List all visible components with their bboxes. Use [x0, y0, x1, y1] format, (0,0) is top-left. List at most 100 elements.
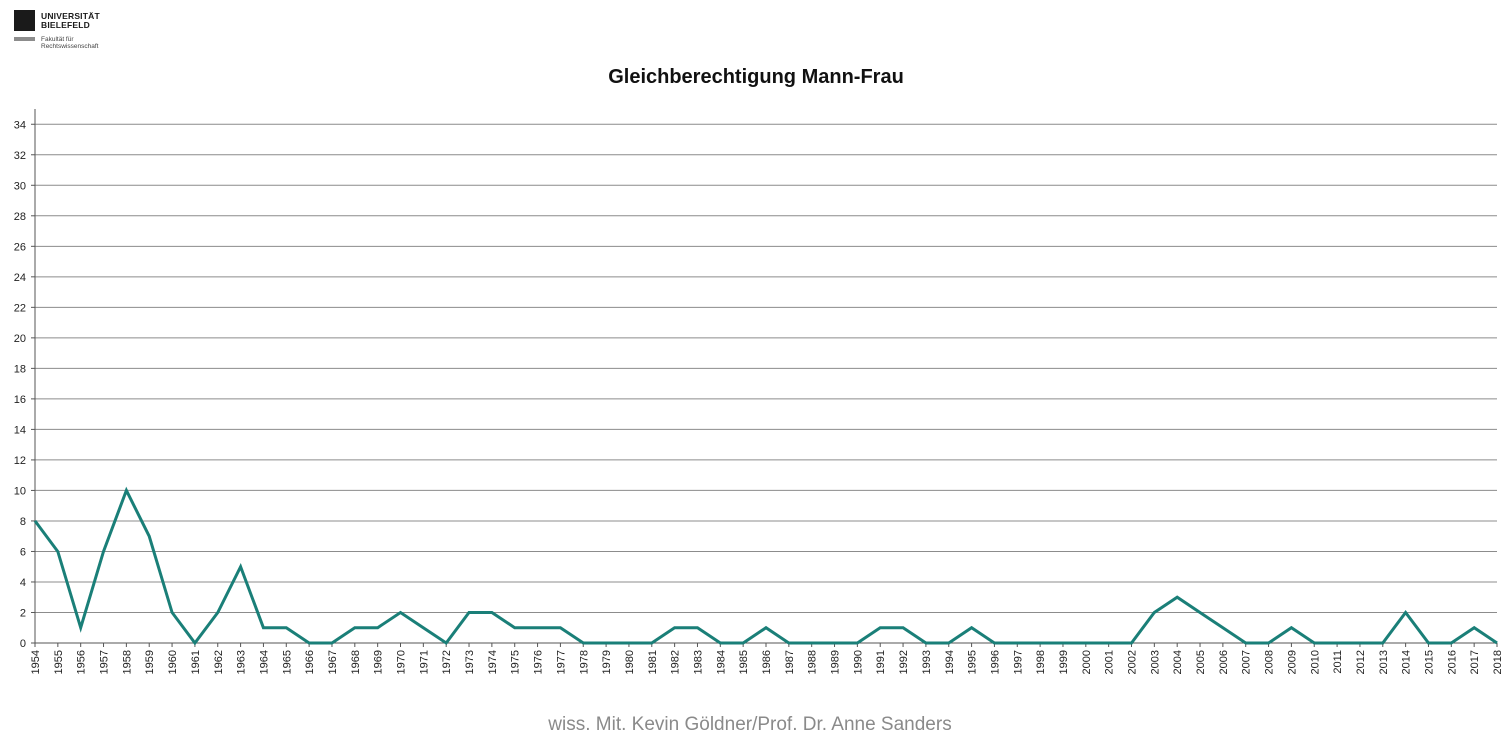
x-tick-label: 2008: [1264, 650, 1276, 674]
y-tick-label: 22: [14, 302, 26, 314]
x-tick-label: 1959: [144, 650, 156, 674]
x-tick-label: 1957: [99, 650, 111, 674]
data-point: [1221, 626, 1224, 629]
data-point: [765, 626, 768, 629]
data-point: [993, 642, 996, 645]
university-logo: UNIVERSITÄT BIELEFELD Fakultät für Recht…: [14, 10, 134, 54]
x-tick-label: 1976: [533, 650, 545, 674]
data-point: [1450, 642, 1453, 645]
data-point: [1130, 642, 1133, 645]
x-tick-label: 1965: [281, 650, 293, 674]
footer-credit: wiss. Mit. Kevin Göldner/Prof. Dr. Anne …: [548, 714, 952, 735]
x-tick-label: 1997: [1012, 650, 1024, 674]
y-tick-label: 30: [14, 180, 26, 192]
x-tick-label: 2001: [1104, 650, 1116, 674]
data-point: [468, 611, 471, 614]
data-point: [1336, 642, 1339, 645]
y-tick-label: 12: [14, 455, 26, 467]
x-tick-label: 1977: [555, 650, 567, 674]
y-tick-label: 32: [14, 150, 26, 162]
x-tick-label: 2007: [1241, 650, 1253, 674]
data-point: [1061, 642, 1064, 645]
x-tick-label: 1955: [53, 650, 65, 674]
x-tick-label: 2013: [1378, 650, 1390, 674]
data-point: [422, 626, 425, 629]
x-tick-label: 2004: [1172, 650, 1184, 674]
y-tick-label: 28: [14, 211, 26, 223]
y-tick-label: 4: [20, 577, 26, 589]
data-point: [34, 519, 37, 522]
x-tick-label: 1992: [898, 650, 910, 674]
x-tick-label: 1984: [715, 650, 727, 674]
logo-faculty-line2: Rechtswissenschaft: [41, 43, 99, 50]
data-point: [1381, 642, 1384, 645]
x-tick-label: 1993: [921, 650, 933, 674]
y-tick-label: 6: [20, 546, 26, 558]
data-point: [1016, 642, 1019, 645]
x-tick-label: 2014: [1401, 650, 1413, 674]
data-point: [1313, 642, 1316, 645]
data-point: [102, 550, 105, 553]
data-point: [719, 642, 722, 645]
y-tick-label: 10: [14, 485, 26, 497]
x-tick-label: 2017: [1469, 650, 1481, 674]
data-point: [833, 642, 836, 645]
data-point: [1153, 611, 1156, 614]
x-tick-label: 1979: [601, 650, 613, 674]
data-point: [1473, 626, 1476, 629]
x-tick-label: 1954: [30, 650, 42, 674]
data-point: [1358, 642, 1361, 645]
y-tick-label: 34: [14, 119, 26, 131]
data-point: [125, 489, 128, 492]
x-tick-label: 2015: [1423, 650, 1435, 674]
x-tick-label: 1956: [76, 650, 88, 674]
data-point: [56, 550, 59, 553]
x-tick-label: 2012: [1355, 650, 1367, 674]
x-tick-label: 1987: [784, 650, 796, 674]
x-tick-label: 1995: [967, 650, 979, 674]
y-tick-label: 0: [20, 638, 26, 650]
y-tick-label: 18: [14, 363, 26, 375]
x-tick-label: 2003: [1149, 650, 1161, 674]
data-point: [605, 642, 608, 645]
x-tick-label: 2009: [1286, 650, 1298, 674]
x-tick-label: 1983: [692, 650, 704, 674]
data-point: [696, 626, 699, 629]
x-tick-label: 1978: [578, 650, 590, 674]
data-point: [216, 611, 219, 614]
logo-square-icon: [14, 10, 35, 31]
data-point: [970, 626, 973, 629]
x-tick-label: 1990: [852, 650, 864, 674]
data-point: [308, 642, 311, 645]
x-tick-label: 2011: [1332, 650, 1344, 674]
x-tick-label: 1975: [510, 650, 522, 674]
x-tick-label: 1961: [190, 650, 202, 674]
y-tick-label: 24: [14, 272, 26, 284]
x-tick-label: 2010: [1309, 650, 1321, 674]
data-point: [1267, 642, 1270, 645]
x-tick-label: 1960: [167, 650, 179, 674]
data-point: [673, 626, 676, 629]
data-point: [1427, 642, 1430, 645]
data-point: [193, 642, 196, 645]
data-point: [947, 642, 950, 645]
y-tick-label: 16: [14, 394, 26, 406]
data-point: [810, 642, 813, 645]
data-point: [879, 626, 882, 629]
data-point: [856, 642, 859, 645]
x-tick-label: 1973: [464, 650, 476, 674]
x-tick-label: 2016: [1446, 650, 1458, 674]
data-point: [1107, 642, 1110, 645]
data-point: [1290, 626, 1293, 629]
data-point: [924, 642, 927, 645]
data-point: [1244, 642, 1247, 645]
x-tick-label: 1989: [830, 650, 842, 674]
data-point: [262, 626, 265, 629]
x-tick-label: 1964: [258, 650, 270, 674]
data-point: [1404, 611, 1407, 614]
data-point: [1199, 611, 1202, 614]
x-tick-label: 1988: [807, 650, 819, 674]
x-tick-label: 2018: [1492, 650, 1504, 674]
data-point: [399, 611, 402, 614]
data-point: [1039, 642, 1042, 645]
